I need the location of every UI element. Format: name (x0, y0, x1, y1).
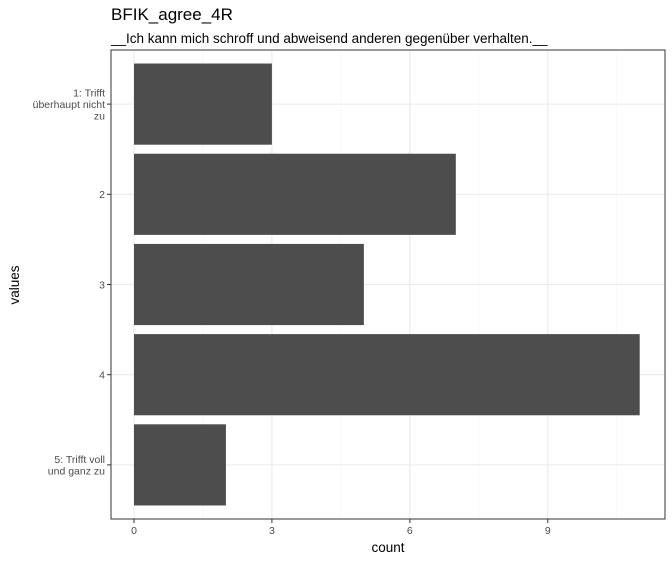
y-tick-label: 5: Trifft voll und ganz zu (48, 454, 105, 478)
x-tick-label: 6 (407, 525, 413, 537)
bars (133, 63, 640, 506)
bar (133, 334, 640, 416)
bar (133, 243, 364, 326)
x-tick-label: 0 (131, 525, 137, 537)
bar (133, 424, 226, 506)
y-tick-label: 3 (99, 279, 105, 291)
bar (133, 153, 456, 235)
y-axis: 1: Trifft überhaupt nicht zu 2 3 4 5: Trifft v… (33, 87, 111, 477)
y-tick-label: 2 (99, 189, 105, 201)
x-tick-label: 9 (545, 525, 551, 537)
x-axis: 0 3 6 9 (131, 519, 551, 537)
chart-subtitle: __Ich kann mich schroff und abweisend an… (110, 31, 548, 46)
x-axis-title: count (371, 540, 404, 555)
chart-title: BFIK_agree_4R (111, 5, 233, 24)
bar (133, 63, 272, 145)
y-tick-label: 4 (99, 369, 105, 381)
y-axis-title: values (7, 265, 22, 304)
x-tick-label: 3 (269, 525, 275, 537)
y-tick-label: 1: Trifft überhaupt nicht zu (33, 87, 106, 122)
